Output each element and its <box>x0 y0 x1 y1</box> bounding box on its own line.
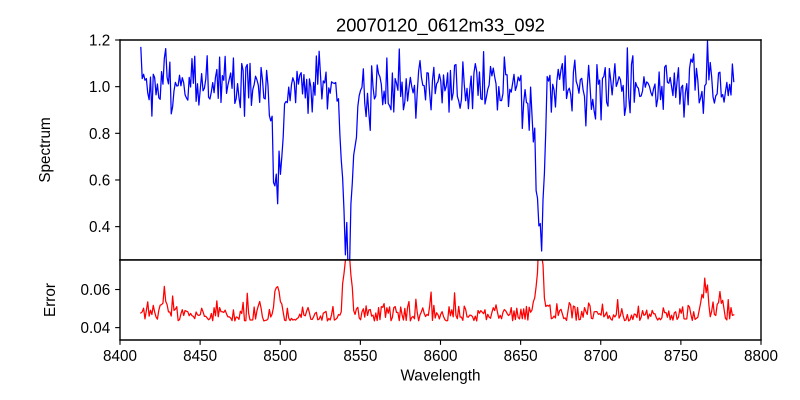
svg-text:8450: 8450 <box>183 348 217 365</box>
svg-text:8550: 8550 <box>343 348 377 365</box>
svg-text:8600: 8600 <box>424 348 458 365</box>
svg-text:8400: 8400 <box>103 348 137 365</box>
svg-text:8650: 8650 <box>504 348 538 365</box>
svg-text:Error: Error <box>42 283 59 317</box>
svg-text:0.06: 0.06 <box>81 282 111 299</box>
svg-text:8500: 8500 <box>263 348 297 365</box>
svg-text:8800: 8800 <box>744 348 778 365</box>
svg-text:0.6: 0.6 <box>89 173 110 190</box>
svg-text:1.2: 1.2 <box>89 33 110 50</box>
svg-text:0.04: 0.04 <box>81 320 111 337</box>
svg-text:Spectrum: Spectrum <box>37 117 54 182</box>
svg-text:Wavelength: Wavelength <box>400 368 480 385</box>
svg-text:0.4: 0.4 <box>89 219 111 236</box>
svg-text:1.0: 1.0 <box>89 79 110 96</box>
svg-text:20070120_0612m33_092: 20070120_0612m33_092 <box>336 15 545 37</box>
svg-text:0.8: 0.8 <box>89 126 110 143</box>
svg-text:8700: 8700 <box>584 348 618 365</box>
svg-text:8750: 8750 <box>664 348 698 365</box>
